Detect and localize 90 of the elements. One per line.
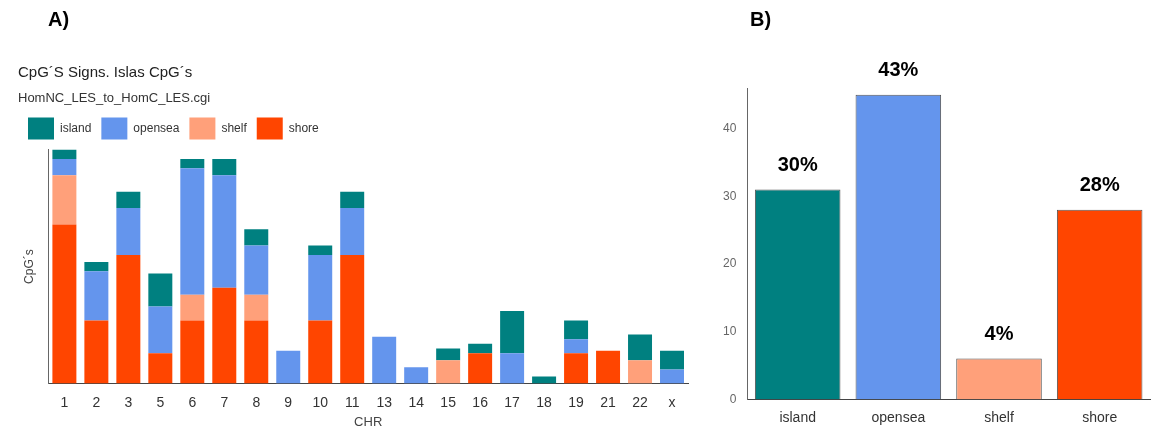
- x-tick-label: 16: [472, 393, 489, 410]
- legend-title: HomNC_LES_to_HomC_LES.cgi: [18, 90, 211, 106]
- bar: [212, 287, 237, 384]
- x-tick-label: island: [779, 409, 816, 426]
- bar: [52, 149, 77, 159]
- bar: [180, 294, 205, 321]
- bar: [308, 320, 333, 384]
- bar: [116, 254, 141, 384]
- bar: [52, 224, 77, 384]
- bar: [276, 350, 301, 384]
- x-tick-label: 2: [92, 393, 101, 410]
- x-tick-label: 19: [568, 393, 585, 410]
- annotation: 43%: [878, 58, 919, 81]
- x-tick-label: 9: [284, 393, 293, 410]
- bar: [52, 175, 77, 225]
- bar: [500, 353, 525, 384]
- x-tick-label: 10: [312, 393, 329, 410]
- x-tick-label: 17: [504, 393, 521, 410]
- x-tick-label: 3: [124, 393, 133, 410]
- x-tick-label: 1: [60, 393, 69, 410]
- y-tick-label: 10: [722, 323, 737, 338]
- bar: [372, 336, 397, 384]
- x-tick-label: opensea: [871, 409, 926, 426]
- x-tick-label: 7: [220, 393, 229, 410]
- x-tick-label: 14: [408, 393, 425, 410]
- x-tick-label: 22: [632, 393, 649, 410]
- x-axis-title: CHR: [354, 413, 383, 429]
- y-tick-label: 0: [729, 391, 737, 406]
- y-tick-label: 20: [722, 256, 737, 271]
- bar: [84, 320, 109, 384]
- bar: [436, 348, 461, 361]
- text: A): [48, 8, 71, 32]
- annotation: 28%: [1079, 173, 1120, 196]
- x-tick-label: 13: [376, 393, 393, 410]
- x-tick-label: 18: [536, 393, 553, 410]
- bar: [660, 350, 684, 370]
- legend-label: island: [60, 120, 92, 135]
- bar: [436, 360, 461, 384]
- bar: [468, 343, 493, 354]
- x-tick-label: 5: [156, 393, 165, 410]
- bar: [148, 353, 173, 384]
- bar: [148, 273, 173, 307]
- bar: [84, 271, 109, 321]
- x-tick-label: 11: [344, 393, 360, 410]
- bar: [628, 334, 653, 361]
- bar: [212, 175, 237, 288]
- y-axis-title: CpG´s: [21, 249, 36, 284]
- bar: [116, 208, 141, 255]
- bar: [180, 158, 205, 169]
- legend-label: opensea: [133, 120, 180, 135]
- y-tick-label: 30: [722, 188, 737, 203]
- bar: [308, 254, 333, 321]
- bar: [180, 320, 205, 384]
- x-tick-label: shore: [1082, 409, 1118, 426]
- bar: [468, 353, 493, 384]
- x-tick-label: 15: [440, 393, 457, 410]
- bar: [564, 339, 589, 354]
- legend-label: shore: [288, 120, 320, 135]
- chart-title: CpG´S Signs. Islas CpG´s: [18, 63, 193, 81]
- bar: [84, 261, 109, 272]
- bar: [564, 320, 589, 340]
- bar: [404, 367, 429, 384]
- bar: [52, 158, 77, 176]
- bar: [628, 360, 653, 384]
- x-tick-label: shelf: [984, 409, 1014, 426]
- bar: [564, 353, 589, 384]
- bar: [116, 191, 141, 209]
- text: B): [750, 8, 773, 32]
- bar: [660, 369, 684, 384]
- bar: [500, 311, 525, 354]
- x-tick-label: 8: [252, 393, 261, 410]
- legend-label: shelf: [221, 120, 248, 135]
- bar: [596, 350, 621, 384]
- bar: [244, 294, 269, 321]
- bar: [244, 229, 269, 246]
- annotation: 30%: [777, 152, 818, 175]
- bar: [212, 158, 237, 176]
- x-tick-label: x: [668, 393, 676, 410]
- bar: [244, 320, 269, 384]
- x-tick-label: 21: [600, 393, 617, 410]
- bar: [180, 168, 205, 295]
- bar: [148, 306, 173, 354]
- bar: [340, 191, 365, 209]
- annotation: 4%: [984, 322, 1014, 345]
- bar: [308, 245, 333, 255]
- bar: [340, 208, 365, 255]
- bar: [340, 254, 365, 384]
- x-tick-label: 6: [188, 393, 197, 410]
- bar: [244, 245, 269, 295]
- y-tick-label: 40: [722, 120, 737, 135]
